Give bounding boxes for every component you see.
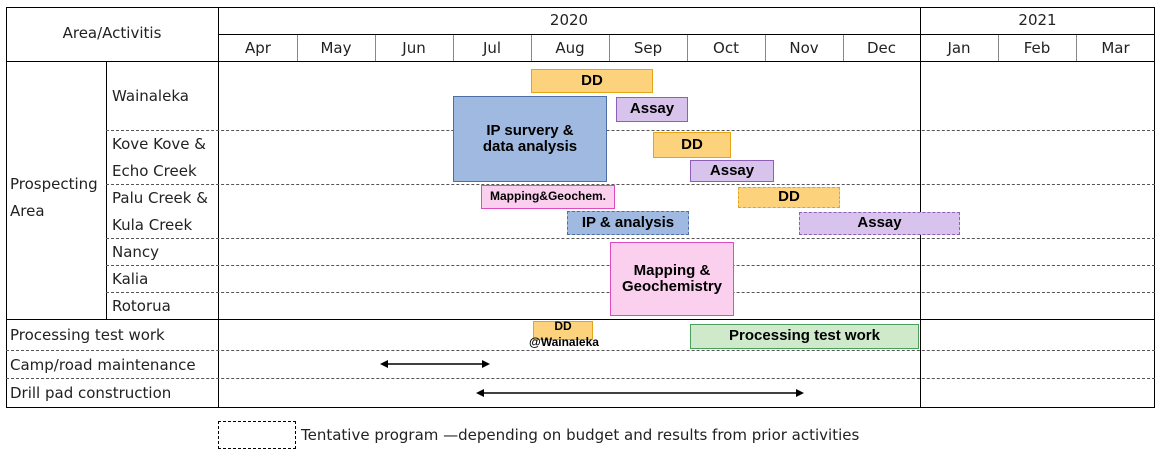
subarea-kula-creek: Kula Creek <box>112 216 193 234</box>
bar-dd-kove-kove: DD <box>653 132 731 158</box>
bar-mapping-geochemistry: Mapping & Geochemistry <box>610 242 734 316</box>
month-label: Nov <box>789 39 819 57</box>
prospecting-area-label: Prospecting <box>10 175 98 193</box>
month-divider <box>297 35 298 62</box>
subarea-kove-kove: Kove Kove & <box>112 135 206 153</box>
month-divider <box>453 35 454 62</box>
year-2021-label: 2021 <box>1018 11 1057 29</box>
row-divider <box>106 184 1155 185</box>
month-label: Jan <box>947 39 971 57</box>
month-label: Feb <box>1023 39 1051 57</box>
month-divider <box>765 35 766 62</box>
month-label: Jun <box>402 39 426 57</box>
subarea-kalia: Kalia <box>112 270 149 288</box>
month-divider <box>998 35 999 62</box>
bar-ip-survey: IP survery & data analysis <box>453 96 607 182</box>
bar-processing-test-work: Processing test work <box>690 324 919 349</box>
subarea-column-divider <box>106 62 107 319</box>
subarea-echo-creek: Echo Creek <box>112 162 197 180</box>
month-divider <box>843 35 844 62</box>
subarea-wainaleka: Wainaleka <box>112 87 189 105</box>
bar-dd-wainaleka: DD <box>531 69 653 93</box>
label-column-divider <box>218 7 219 408</box>
year-2020-label: 2020 <box>549 11 589 29</box>
month-divider <box>1076 35 1077 62</box>
bar-dd-processing: DD <box>533 319 593 340</box>
month-label: Dec <box>866 39 897 57</box>
subarea-rotorua: Rotorua <box>112 297 171 315</box>
year-divider <box>920 7 921 408</box>
legend-tentative-swatch <box>218 421 296 449</box>
subarea-palu-creek: Palu Creek & <box>112 189 208 207</box>
month-label: Oct <box>713 39 739 57</box>
prospecting-area-label-line2: Area <box>10 202 45 220</box>
row-divider <box>6 378 1155 379</box>
row-divider <box>106 130 1155 131</box>
bar-assay-wainaleka: Assay <box>616 97 688 122</box>
camp-road-arrow <box>380 360 490 368</box>
month-divider <box>375 35 376 62</box>
subarea-nancy: Nancy <box>112 243 160 261</box>
month-label: Jul <box>482 39 502 57</box>
area-activities-header: Area/Activitis <box>62 24 162 42</box>
month-label: Mar <box>1101 39 1130 57</box>
month-divider <box>687 35 688 62</box>
row-processing-test-work: Processing test work <box>10 326 165 344</box>
year-month-divider <box>218 34 1155 35</box>
row-camp-road-maintenance: Camp/road maintenance <box>10 356 196 374</box>
month-label: May <box>320 39 352 57</box>
row-divider <box>106 238 1155 239</box>
dd-wainaleka-caption: @Wainaleka <box>529 335 599 349</box>
bar-dd-palu-tentative: DD <box>738 187 840 208</box>
month-divider <box>531 35 532 62</box>
month-divider <box>609 35 610 62</box>
bar-assay-palu-tentative: Assay <box>799 212 960 235</box>
month-label: Aug <box>555 39 585 57</box>
bar-ip-analysis-palu: IP & analysis <box>567 211 689 235</box>
row-drill-pad-construction: Drill pad construction <box>10 384 172 402</box>
schedule-table-frame <box>6 7 1155 408</box>
section-divider <box>6 319 1155 320</box>
month-label: Sep <box>633 39 663 57</box>
bar-assay-kove-kove: Assay <box>690 160 774 182</box>
header-bottom-line <box>6 61 1155 62</box>
bar-mapping-geochem-palu: Mapping&Geochem. <box>481 185 615 209</box>
row-divider <box>6 350 1155 351</box>
month-label: Apr <box>245 39 271 57</box>
drill-pad-arrow <box>476 389 804 397</box>
legend-text: Tentative program —depending on budget a… <box>301 426 860 444</box>
